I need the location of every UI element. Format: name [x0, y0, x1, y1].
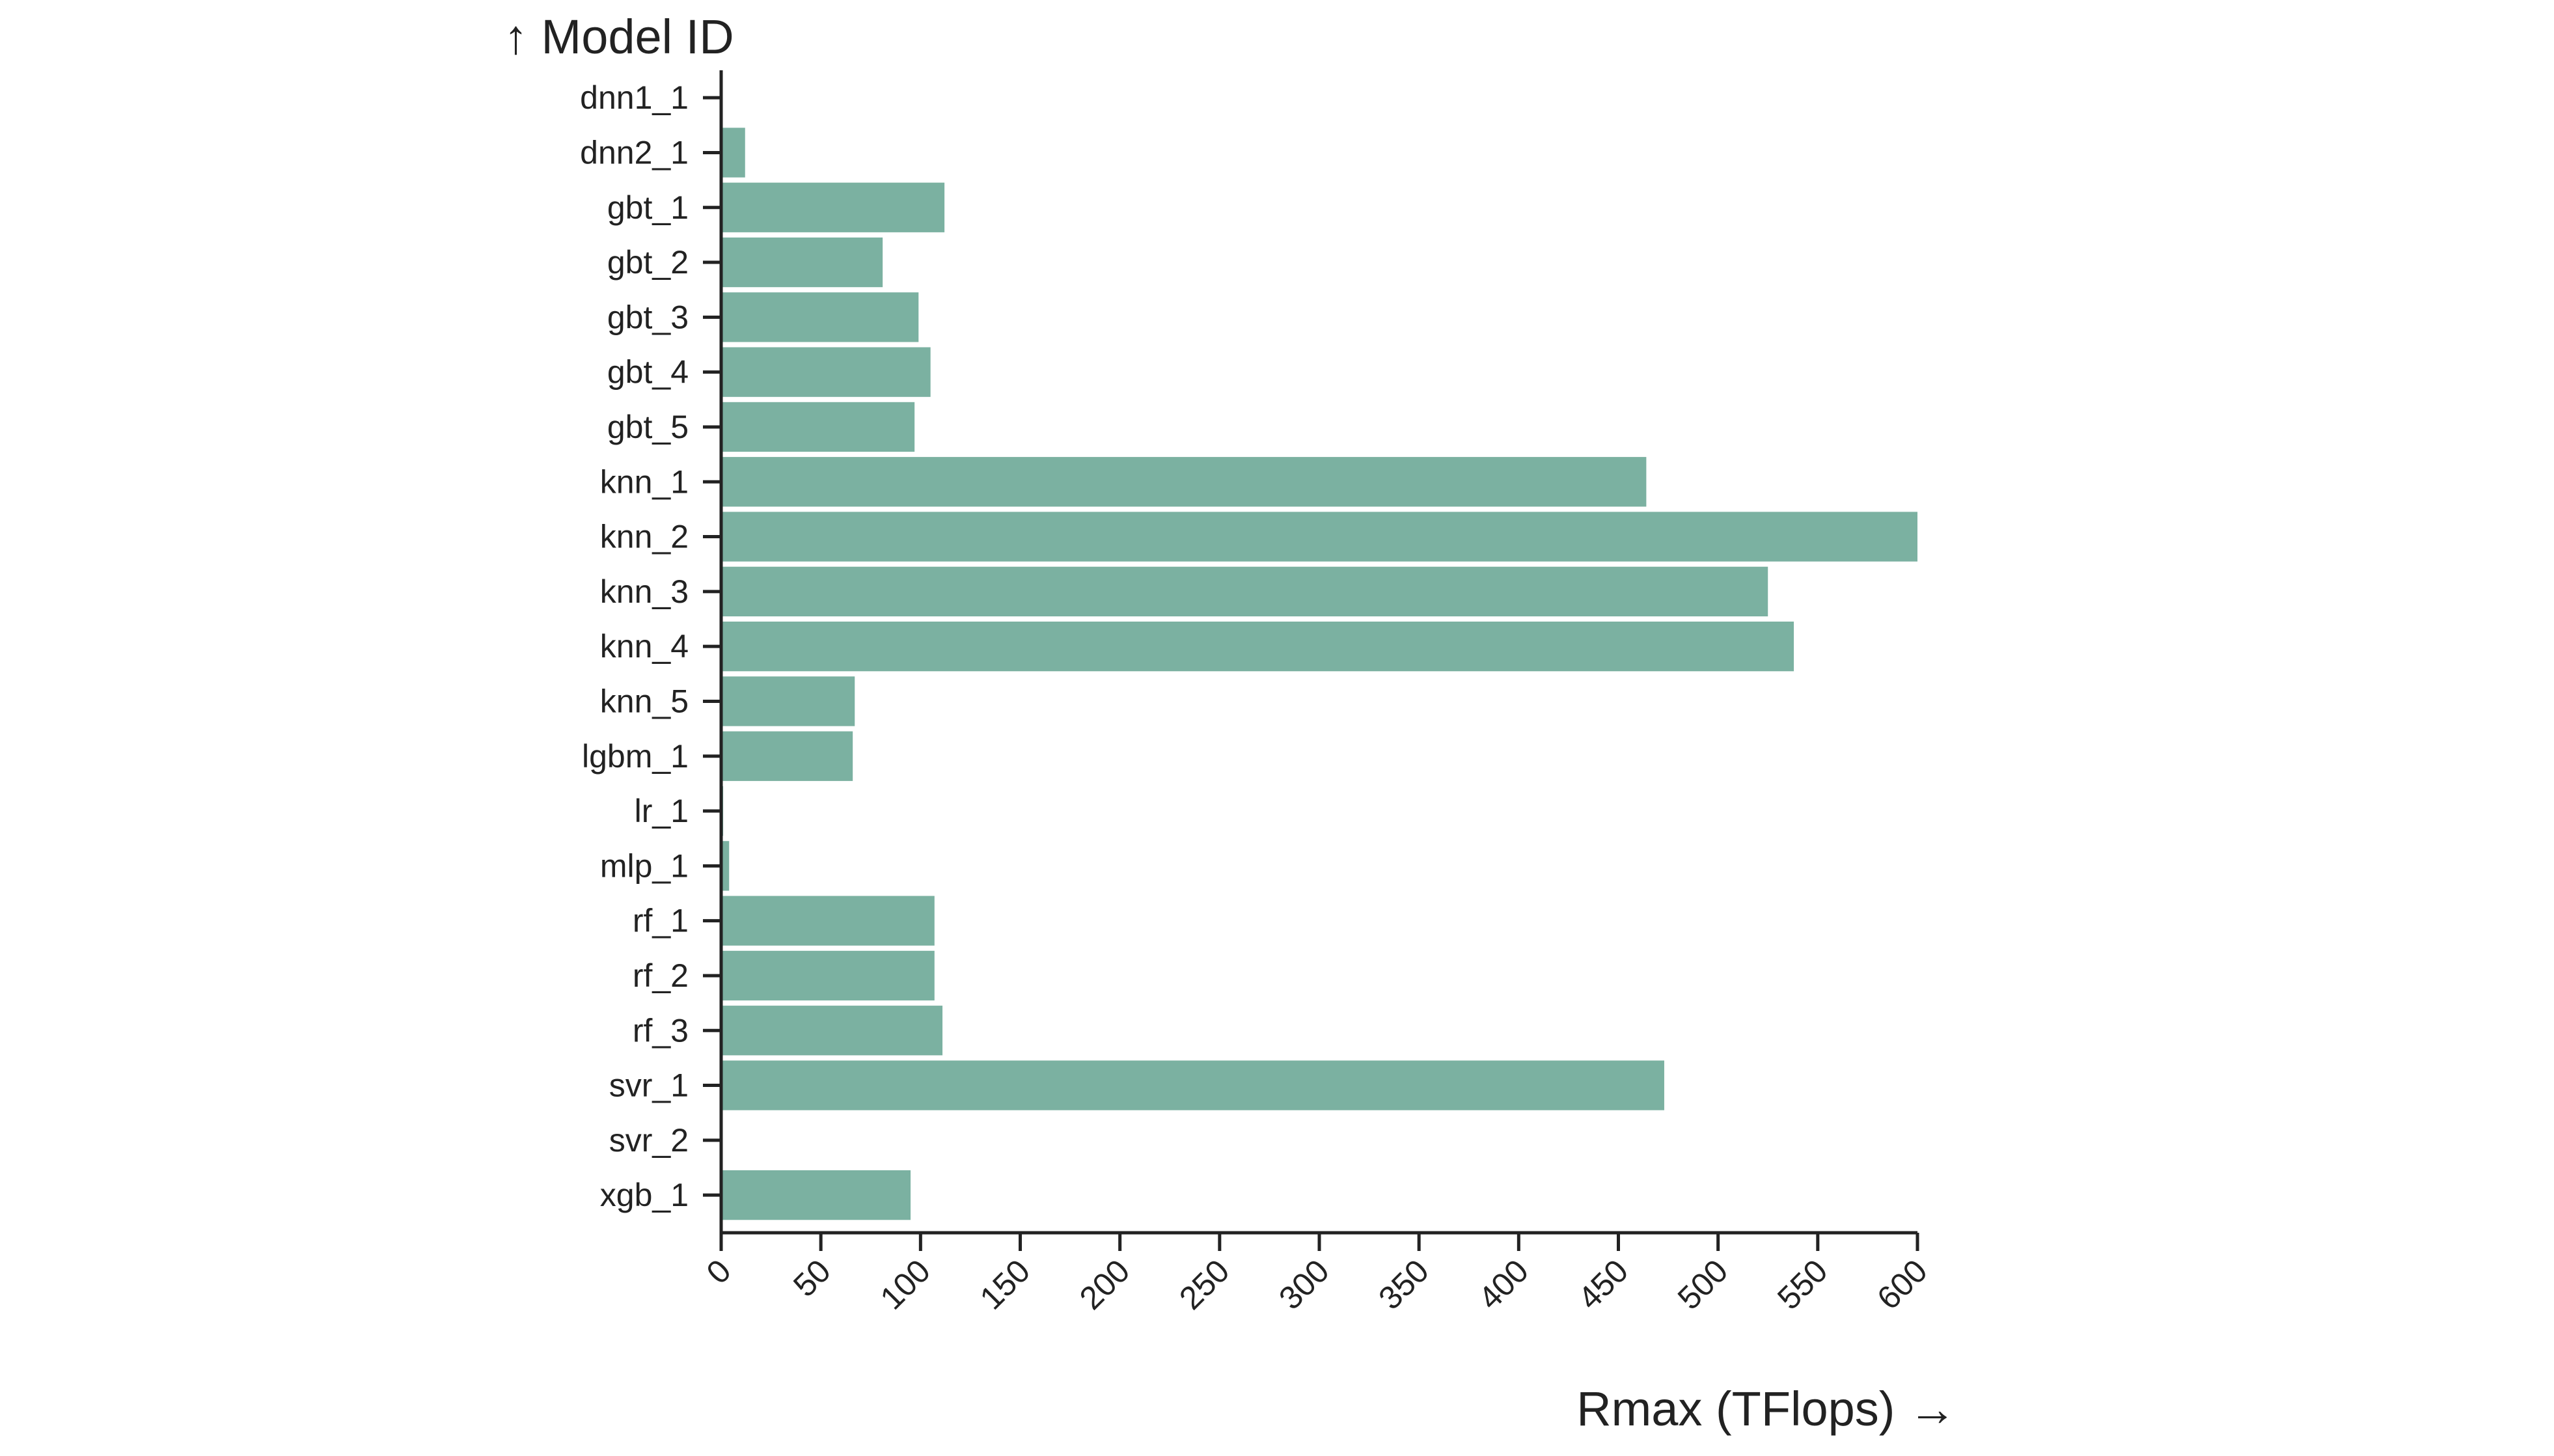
x-axis-ticks: 0 50 100 150 200 250 300 350 400 450 500 550 600 [700, 1233, 1934, 1317]
y-axis-ticks: dnn1_1 dnn2_1 gbt_1 gbt_2 gbt_3 gbt_4 gbt_5knn… [580, 79, 721, 1213]
bar-lgbm_1 [721, 731, 853, 781]
bar-gbt_4 [721, 347, 931, 397]
y-tick-label-knn_3: knn_3 [600, 573, 689, 610]
bar-rf_1 [721, 896, 935, 946]
bar-svr_1 [721, 1060, 1664, 1110]
bar-knn_1 [721, 457, 1647, 507]
x-tick-label-400: 400 [1472, 1252, 1536, 1317]
bar-knn_5 [721, 676, 855, 726]
y-tick-label-lgbm_1: lgbm_1 [582, 738, 689, 775]
bar-gbt_2 [721, 237, 883, 288]
y-tick-label-gbt_3: gbt_3 [607, 299, 689, 335]
bars-layer [721, 128, 1917, 1220]
y-tick-label-knn_5: knn_5 [600, 683, 689, 719]
x-tick-label-500: 500 [1671, 1252, 1735, 1317]
y-tick-label-rf_3: rf_3 [633, 1012, 689, 1049]
y-axis-title: ↑ Model ID [504, 10, 734, 64]
bar-knn_2 [721, 512, 1917, 562]
x-tick-label-200: 200 [1073, 1252, 1137, 1317]
bar-gbt_5 [721, 402, 915, 452]
y-tick-label-gbt_2: gbt_2 [607, 244, 689, 281]
bar-knn_4 [721, 622, 1794, 672]
bar-dnn2_1 [721, 128, 745, 178]
y-tick-label-lr_1: lr_1 [635, 793, 689, 829]
x-tick-label-100: 100 [873, 1252, 938, 1317]
y-tick-label-dnn2_1: dnn2_1 [580, 134, 689, 171]
y-tick-label-xgb_1: xgb_1 [600, 1177, 689, 1213]
y-tick-label-dnn1_1: dnn1_1 [580, 79, 689, 116]
y-tick-label-svr_1: svr_1 [609, 1067, 689, 1104]
bar-rf_2 [721, 950, 935, 1001]
bar-rf_3 [721, 1006, 943, 1056]
bar-gbt_3 [721, 292, 919, 342]
y-tick-label-knn_1: knn_1 [600, 463, 689, 500]
x-axis-title: Rmax (TFlops) → [1576, 1382, 1957, 1436]
y-tick-label-knn_4: knn_4 [600, 628, 689, 665]
x-tick-label-550: 550 [1770, 1252, 1835, 1317]
x-tick-label-250: 250 [1172, 1252, 1237, 1317]
y-tick-label-rf_1: rf_1 [633, 903, 689, 939]
y-tick-label-mlp_1: mlp_1 [600, 847, 689, 884]
bar-knn_3 [721, 566, 1768, 616]
bar-xgb_1 [721, 1170, 911, 1220]
x-tick-label-450: 450 [1571, 1252, 1636, 1317]
x-tick-label-0: 0 [700, 1252, 738, 1291]
bar-mlp_1 [721, 841, 730, 891]
y-tick-label-rf_2: rf_2 [633, 957, 689, 994]
x-tick-label-350: 350 [1371, 1252, 1436, 1317]
y-tick-label-gbt_1: gbt_1 [607, 189, 689, 226]
x-tick-label-150: 150 [973, 1252, 1037, 1317]
y-tick-label-gbt_5: gbt_5 [607, 409, 689, 445]
x-tick-label-50: 50 [786, 1252, 838, 1304]
y-tick-label-knn_2: knn_2 [600, 519, 689, 555]
x-tick-label-300: 300 [1272, 1252, 1336, 1317]
y-tick-label-gbt_4: gbt_4 [607, 354, 689, 391]
x-tick-label-600: 600 [1870, 1252, 1934, 1317]
bar-gbt_1 [721, 182, 945, 232]
y-tick-label-svr_2: svr_2 [609, 1122, 689, 1159]
